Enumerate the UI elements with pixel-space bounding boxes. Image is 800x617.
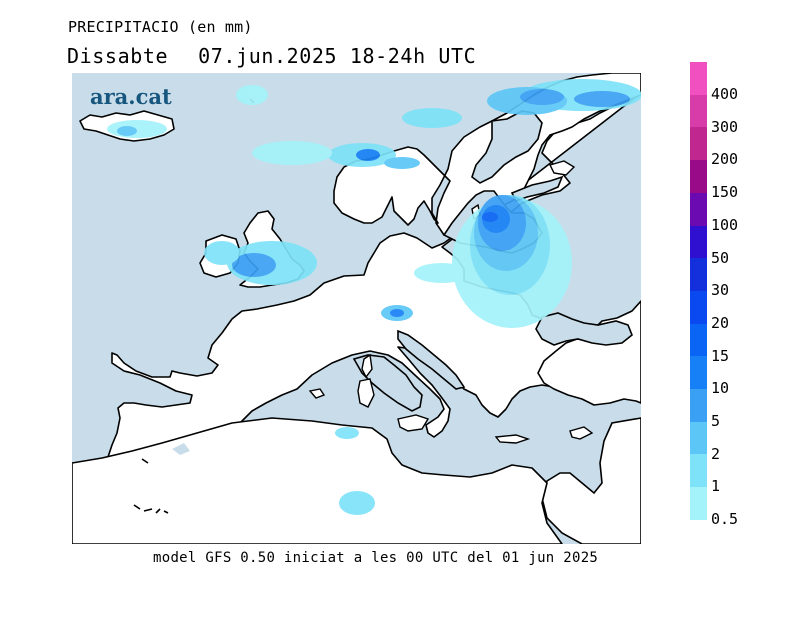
legend-swatch — [690, 94, 707, 128]
north-africa — [72, 417, 563, 544]
corsica — [361, 353, 373, 379]
legend-label: 100 — [711, 215, 739, 234]
legend-swatch — [690, 225, 707, 259]
black-sea — [535, 312, 633, 346]
day-name: Dissabte — [67, 44, 169, 68]
crete — [494, 434, 531, 444]
svalbard-piece — [548, 160, 576, 176]
cyprus — [569, 426, 594, 440]
legend-swatch — [690, 421, 707, 455]
legend-swatch — [690, 290, 707, 325]
legend-swatch — [690, 454, 707, 488]
spain-africa-gap — [172, 443, 190, 455]
legend-label: 2 — [711, 444, 721, 463]
precipitation-map — [72, 73, 641, 544]
legend-swatch — [690, 127, 707, 161]
precipitation-shading — [107, 79, 641, 515]
chart-title: PRECIPITACIO (en mm) — [68, 18, 253, 36]
levant-coast — [541, 417, 641, 544]
forecast-date: 07.jun.2025 — [198, 44, 338, 68]
legend-swatch — [690, 389, 707, 423]
model-run-footer: model GFS 0.50 iniciat a les 00 UTC del … — [153, 550, 599, 566]
legend-swatch — [690, 192, 707, 226]
legend-label: 400 — [711, 85, 739, 103]
ara-cat-logo: ara.cat — [90, 84, 172, 109]
madeira — [141, 458, 149, 464]
forecast-hours: 18-24h UTC — [349, 44, 477, 68]
sardinia — [357, 378, 375, 408]
map-svg — [72, 73, 641, 544]
legend-label: 15 — [711, 346, 730, 365]
legend-swatch — [690, 323, 707, 357]
precipitation-legend: 400 300 200 150 100 50 30 20 15 10 5 2 1 0.5 — [690, 62, 800, 532]
sicily — [397, 414, 430, 432]
legend-swatch — [690, 62, 707, 96]
balearic-islands — [308, 388, 326, 399]
legend-label: 30 — [711, 281, 730, 300]
legend-label: 300 — [711, 117, 739, 136]
legend-swatch — [690, 160, 707, 194]
legend-label: 5 — [711, 412, 721, 430]
legend-label: 150 — [711, 183, 739, 202]
legend-label: 200 — [711, 150, 739, 169]
legend-swatch — [690, 487, 707, 521]
legend-label: 20 — [711, 313, 730, 332]
forecast-period: Dissabte 07.jun.2025 18-24h UTC — [67, 44, 476, 68]
adriatic-sea — [397, 329, 466, 390]
legend-label: 10 — [711, 379, 730, 398]
legend-swatch — [690, 356, 707, 390]
canary-islands — [133, 504, 169, 514]
legend-label: 1 — [711, 477, 721, 496]
legend-swatch — [690, 258, 707, 292]
legend-label: 50 — [711, 248, 730, 267]
legend-label: 0.5 — [711, 510, 739, 529]
